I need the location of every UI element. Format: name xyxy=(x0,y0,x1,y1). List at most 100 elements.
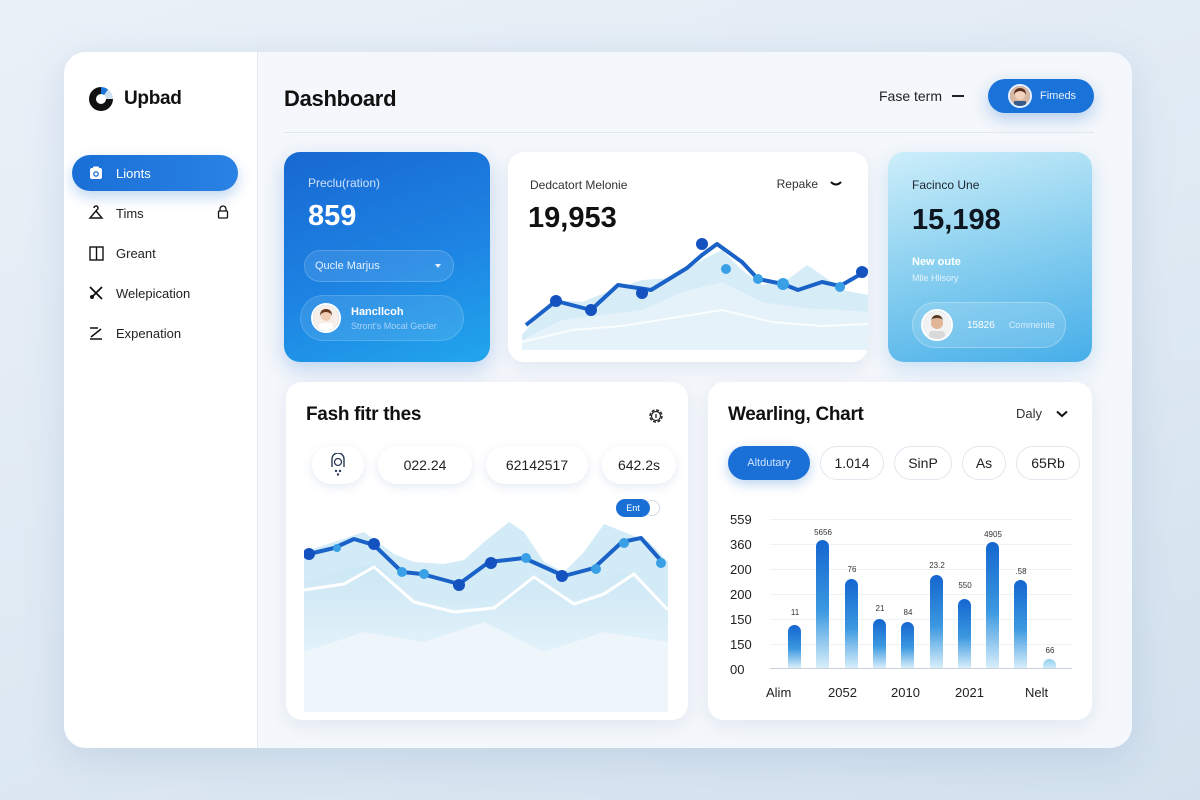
x-axis-line xyxy=(770,668,1072,669)
chart-check-icon xyxy=(88,325,104,341)
period-label: Daly xyxy=(1015,406,1042,421)
x-tick: Nelt xyxy=(1025,685,1049,700)
sidebar-item-label: Welepication xyxy=(116,285,191,301)
bar xyxy=(1043,659,1056,668)
bar xyxy=(816,540,829,668)
precluration-card: Preclu(ration) 859 Qucle Marjus Hancllco… xyxy=(284,152,490,362)
bar-label: 5656 xyxy=(814,528,832,537)
person-name: Hancllcoh xyxy=(351,305,404,318)
card-value: 859 xyxy=(308,200,357,232)
y-tick: 200 xyxy=(730,562,752,577)
toggle-label: Ent xyxy=(616,499,650,517)
sidebar-item-expenation[interactable]: Expenation xyxy=(72,315,238,351)
minus-icon xyxy=(952,95,964,97)
logo-icon xyxy=(89,87,113,111)
lock-icon xyxy=(216,205,230,219)
bar xyxy=(845,579,858,668)
y-tick: 150 xyxy=(730,612,752,627)
bar-label: 76 xyxy=(847,565,857,574)
bar-label: 550 xyxy=(958,581,972,590)
tools-icon xyxy=(88,285,104,301)
series-chip[interactable]: As xyxy=(962,446,1006,480)
bar-label: 4905 xyxy=(984,530,1002,539)
gear-icon[interactable] xyxy=(646,406,666,426)
series-chip[interactable]: SinP xyxy=(894,446,952,480)
logo[interactable]: Upbad xyxy=(86,84,182,114)
x-tick: 2052 xyxy=(828,685,857,700)
filter-chip[interactable]: 642.2s xyxy=(602,446,676,484)
bar xyxy=(788,625,801,668)
friends-label: Fimeds xyxy=(1040,90,1077,102)
person-chip[interactable]: 15826 Commenite xyxy=(912,302,1066,348)
bar-label: 66 xyxy=(1045,646,1055,655)
hanger-icon xyxy=(88,205,104,221)
series-chip[interactable]: 65Rb xyxy=(1016,446,1080,480)
bar-label: .58 xyxy=(1015,567,1027,576)
facinco-card: Facinco Une 15,198 New oute Mlle Hlisory… xyxy=(888,152,1092,362)
dedcatort-card: Dedcatort Melonie 19,953 Repake xyxy=(508,152,868,362)
term-label: Fase term xyxy=(878,88,942,104)
period-dropdown[interactable]: Daly xyxy=(1016,406,1068,421)
header-divider xyxy=(284,132,1094,133)
chevron-down-icon xyxy=(1056,410,1068,417)
wave-icon xyxy=(830,181,842,186)
bar xyxy=(1014,580,1027,668)
avatar xyxy=(1008,84,1032,108)
bar xyxy=(986,542,999,668)
y-tick: 360 xyxy=(730,537,752,552)
y-tick: 559 xyxy=(730,512,752,527)
series-chips: Altdutary 1.014 SinP As 65Rb xyxy=(728,446,1080,480)
friends-button[interactable]: Fimeds xyxy=(988,79,1094,113)
filter-chips: 022.24 62142517 642.2s xyxy=(312,446,676,484)
sidebar-item-greant[interactable]: Greant xyxy=(72,235,238,271)
person-chip[interactable]: Hancllcoh Stront's Mocal Gecler xyxy=(300,295,464,341)
gridline xyxy=(770,619,1072,620)
sidebar-nav: Lionts Tims Greant xyxy=(72,155,238,355)
y-tick: 00 xyxy=(730,662,745,677)
gridline xyxy=(770,569,1072,570)
app-window: Upbad Lionts Tims xyxy=(64,52,1132,748)
card-label: Dedcatort Melonie xyxy=(530,178,628,192)
columns-icon xyxy=(88,245,104,261)
line-chart xyxy=(522,238,868,350)
card-value: 15,198 xyxy=(912,204,1001,236)
bar-label: 21 xyxy=(875,604,885,613)
sidebar-item-label: Greant xyxy=(116,245,156,261)
card-label: Facinco Une xyxy=(912,178,980,192)
x-tick: Alim xyxy=(766,685,792,700)
y-tick: 150 xyxy=(730,637,752,652)
bar-label: 23.2 xyxy=(929,561,945,570)
bar xyxy=(901,622,914,668)
filter-chip[interactable]: 62142517 xyxy=(486,446,588,484)
bar xyxy=(958,599,971,668)
series-chip[interactable]: 1.014 xyxy=(820,446,884,480)
term-selector[interactable]: Fase term xyxy=(879,88,964,104)
app-name: Upbad xyxy=(124,88,182,109)
series-chip-active[interactable]: Altdutary xyxy=(728,446,810,480)
gridline xyxy=(770,594,1072,595)
gridline xyxy=(770,644,1072,645)
bar xyxy=(930,575,943,668)
bar-label: 11 xyxy=(790,608,800,617)
person-subtitle: Stront's Mocal Gecler xyxy=(351,320,437,331)
filter-chip[interactable]: 022.24 xyxy=(378,446,472,484)
ent-toggle[interactable]: Ent xyxy=(616,499,660,517)
marjus-select[interactable]: Qucle Marjus xyxy=(304,250,454,282)
card-value: 19,953 xyxy=(528,202,617,234)
card-label: Preclu(ration) xyxy=(308,176,381,190)
comment-link[interactable]: Commenite xyxy=(1008,320,1055,330)
repake-dropdown[interactable]: Repake xyxy=(777,177,842,191)
sidebar-item-lionts[interactable]: Lionts xyxy=(72,155,238,191)
card-subtext: Mlle Hlisory xyxy=(912,273,959,283)
repake-label: Repake xyxy=(776,177,818,191)
sidebar-item-label: Tims xyxy=(116,205,144,221)
filter-chip-icon[interactable] xyxy=(312,446,364,484)
card-subtitle: New oute xyxy=(912,256,961,268)
sidebar: Upbad Lionts Tims xyxy=(64,52,258,748)
sidebar-item-welepication[interactable]: Welepication xyxy=(72,275,238,311)
sidebar-item-tims[interactable]: Tims xyxy=(72,195,238,231)
select-value: Qucle Marjus xyxy=(315,260,380,272)
x-tick: 2010 xyxy=(891,685,920,700)
sidebar-item-label: Expenation xyxy=(116,325,182,341)
clipboard-icon xyxy=(88,165,104,181)
